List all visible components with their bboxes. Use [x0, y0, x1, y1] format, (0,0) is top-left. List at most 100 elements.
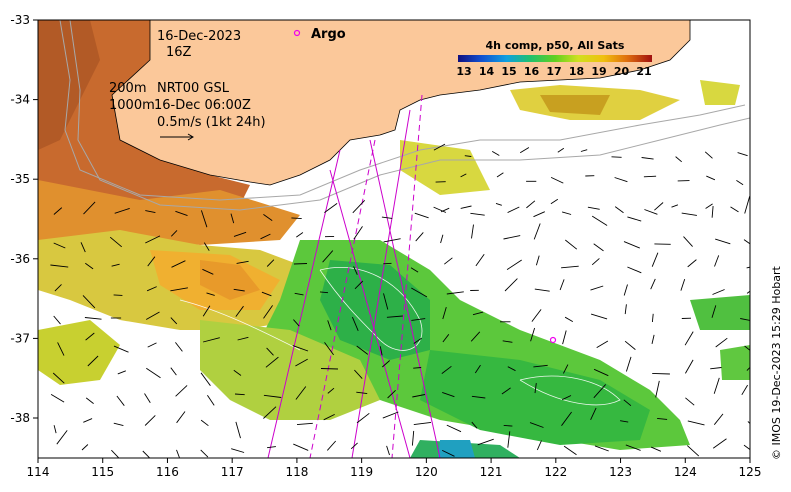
current-vector — [593, 384, 607, 399]
current-vector — [736, 180, 744, 186]
current-vector — [625, 356, 632, 372]
current-vector — [746, 366, 750, 371]
current-vector — [564, 316, 574, 322]
current-vector — [561, 211, 572, 215]
current-vector — [530, 327, 536, 342]
current-vector — [350, 442, 358, 450]
current-vector — [263, 214, 273, 221]
current-vector — [710, 367, 722, 370]
current-vector — [712, 438, 727, 449]
y-tick-label: -34 — [10, 93, 30, 107]
current-vector — [464, 155, 472, 157]
current-vector — [145, 210, 156, 214]
x-tick-label: 125 — [739, 465, 762, 479]
current-vector — [81, 444, 89, 451]
current-vector — [200, 372, 211, 386]
current-vector — [596, 340, 609, 348]
current-vector — [504, 278, 518, 292]
current-vector — [411, 318, 426, 321]
current-vector — [84, 317, 102, 320]
current-vector — [680, 278, 686, 291]
y-tick-label: -38 — [10, 411, 30, 425]
current-vector — [56, 430, 68, 445]
current-vector — [507, 206, 520, 214]
current-vector — [441, 365, 452, 374]
current-vector — [746, 266, 750, 269]
current-vector — [644, 209, 658, 215]
current-vector — [687, 259, 697, 268]
current-vector — [590, 313, 608, 320]
current-vector — [594, 445, 609, 452]
current-vector — [746, 290, 750, 294]
current-vector — [233, 369, 242, 376]
current-vector — [533, 223, 541, 240]
x-tick-label: 121 — [480, 465, 503, 479]
current-vector — [737, 152, 748, 157]
current-vector — [503, 235, 521, 240]
current-vector — [145, 311, 160, 320]
current-vector — [147, 342, 157, 348]
current-vector — [85, 262, 94, 270]
current-vector — [591, 215, 608, 226]
current-vector — [263, 394, 282, 398]
colorbar-title: 4h comp, p50, All Sats — [486, 39, 625, 52]
current-vector — [356, 391, 368, 395]
current-vector — [730, 206, 739, 213]
current-vector — [50, 264, 69, 268]
current-vector — [293, 263, 308, 265]
current-vector — [559, 279, 565, 291]
current-vector — [80, 242, 86, 253]
current-vector — [625, 444, 641, 451]
current-vector — [654, 202, 664, 211]
y-tick-label: -33 — [10, 13, 30, 27]
current-vector — [562, 330, 567, 345]
current-vector — [711, 206, 714, 218]
current-vector — [117, 370, 126, 375]
current-vector — [593, 243, 604, 252]
current-vector — [52, 372, 65, 384]
x-tick-label: 119 — [350, 465, 373, 479]
current-vector — [557, 147, 565, 153]
current-vector — [501, 387, 511, 395]
colorbar-tick-label: 14 — [479, 65, 495, 78]
x-axis: 114 115 116 117 118 119 120 121 122 123 124 125 — [27, 458, 762, 479]
current-vector — [175, 385, 188, 397]
current-vector — [623, 399, 632, 407]
current-vector — [261, 291, 272, 297]
current-vector — [503, 424, 513, 427]
x-tick-label: 124 — [674, 465, 697, 479]
current-vector — [170, 287, 188, 292]
current-vector — [440, 234, 444, 244]
current-vector — [113, 294, 123, 296]
current-vector — [562, 364, 569, 374]
current-vector — [711, 305, 717, 318]
current-vector — [113, 422, 124, 427]
current-vector — [351, 316, 359, 331]
current-vector — [651, 334, 655, 345]
current-vector — [743, 239, 750, 245]
current-vector — [175, 210, 188, 217]
current-vector — [590, 285, 604, 291]
current-vector — [267, 446, 276, 449]
current-vector — [477, 438, 494, 446]
current-vector — [176, 411, 186, 424]
current-vector — [111, 449, 120, 458]
current-vector — [237, 336, 249, 341]
colorbar-tick-label: 19 — [591, 65, 606, 78]
current-vector — [381, 216, 393, 219]
current-vector — [471, 421, 478, 429]
current-vector — [651, 313, 654, 323]
colorbar-tick-label: 13 — [456, 65, 471, 78]
x-tick-label: 123 — [609, 465, 632, 479]
current-vector — [383, 293, 389, 310]
colorbar-tick-label: 17 — [546, 65, 561, 78]
colorbar-tick-label: 18 — [569, 65, 584, 78]
current-vector — [410, 267, 419, 273]
current-vector — [383, 262, 392, 265]
argo-legend-label: Argo — [311, 27, 346, 42]
current-vector — [671, 204, 679, 208]
current-vector — [411, 430, 415, 446]
current-vector — [715, 337, 728, 348]
isobath-label-2: 1000m — [109, 98, 155, 113]
current-vector — [587, 206, 600, 210]
